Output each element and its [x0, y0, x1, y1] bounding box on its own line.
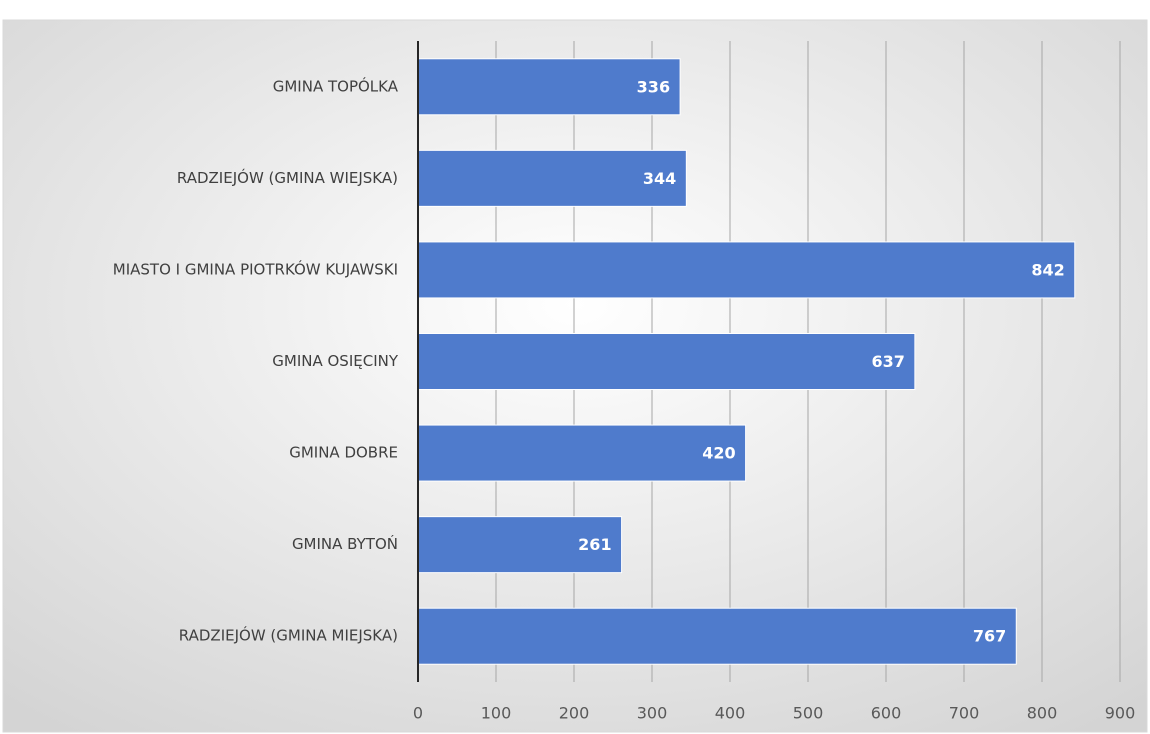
x-tick-label: 400 [715, 704, 746, 723]
x-tick-label: 0 [413, 704, 423, 723]
y-tick-label: GMINA BYTOŃ [292, 534, 398, 553]
x-tick-label: 600 [871, 704, 902, 723]
bar [417, 516, 623, 574]
bar [417, 149, 687, 207]
bar [417, 58, 681, 116]
data-label: 842 [1031, 260, 1064, 279]
data-label: 261 [578, 535, 611, 554]
data-label: 344 [643, 169, 676, 188]
bar [417, 241, 1076, 299]
y-tick-label: RADZIEJÓW (GMINA MIEJSKA) [179, 626, 398, 645]
y-tick-label: RADZIEJÓW (GMINA WIEJSKA) [177, 168, 398, 187]
data-label: 420 [702, 444, 735, 463]
x-tick-label: 900 [1105, 704, 1136, 723]
bar [417, 333, 916, 390]
data-label: 767 [973, 627, 1006, 646]
x-tick-label: 800 [1027, 704, 1058, 723]
bar [417, 607, 1017, 665]
data-label: 637 [871, 352, 904, 371]
y-tick-label: GMINA DOBRE [289, 444, 398, 462]
x-tick-label: 700 [949, 704, 980, 723]
bar [417, 424, 747, 482]
y-tick-label: MIASTO I GMINA PIOTRKÓW KUJAWSKI [113, 259, 398, 278]
x-tick-label: 100 [481, 704, 512, 723]
x-tick-label: 200 [559, 704, 590, 723]
data-label: 336 [637, 77, 670, 96]
y-tick-label: GMINA TOPÓLKA [273, 76, 399, 95]
x-tick-label: 300 [637, 704, 668, 723]
x-tick-label: 500 [793, 704, 824, 723]
y-tick-label: GMINA OSIĘCINY [272, 352, 399, 370]
